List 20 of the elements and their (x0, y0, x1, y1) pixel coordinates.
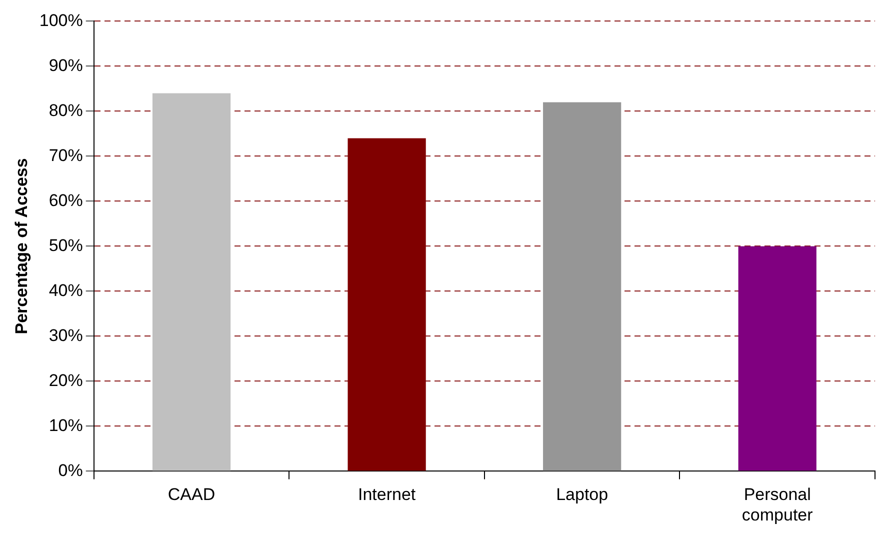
y-tick-label: 30% (48, 326, 83, 345)
y-axis-title: Percentage of Access (12, 158, 31, 334)
y-tick-label: 90% (48, 56, 83, 75)
x-tick-label: CAAD (168, 485, 216, 504)
x-tick-label: Personal computer (742, 485, 814, 524)
y-tick-label: 50% (48, 236, 83, 255)
y-tick-label: 80% (48, 100, 83, 120)
y-tick-label: 100% (39, 10, 83, 30)
y-tick-label: 60% (48, 190, 83, 210)
x-tick-label: Laptop (556, 485, 608, 504)
y-tick-label: 70% (48, 146, 83, 165)
y-tick-label: 40% (48, 280, 83, 300)
y-tick-label: 0% (58, 460, 83, 480)
bar (543, 102, 622, 471)
bar (348, 138, 426, 471)
y-tick-label: 10% (48, 416, 83, 435)
x-tick-label: Internet (358, 485, 416, 504)
y-tick-label: 20% (48, 370, 83, 390)
bar (152, 93, 231, 471)
bar (738, 246, 816, 471)
